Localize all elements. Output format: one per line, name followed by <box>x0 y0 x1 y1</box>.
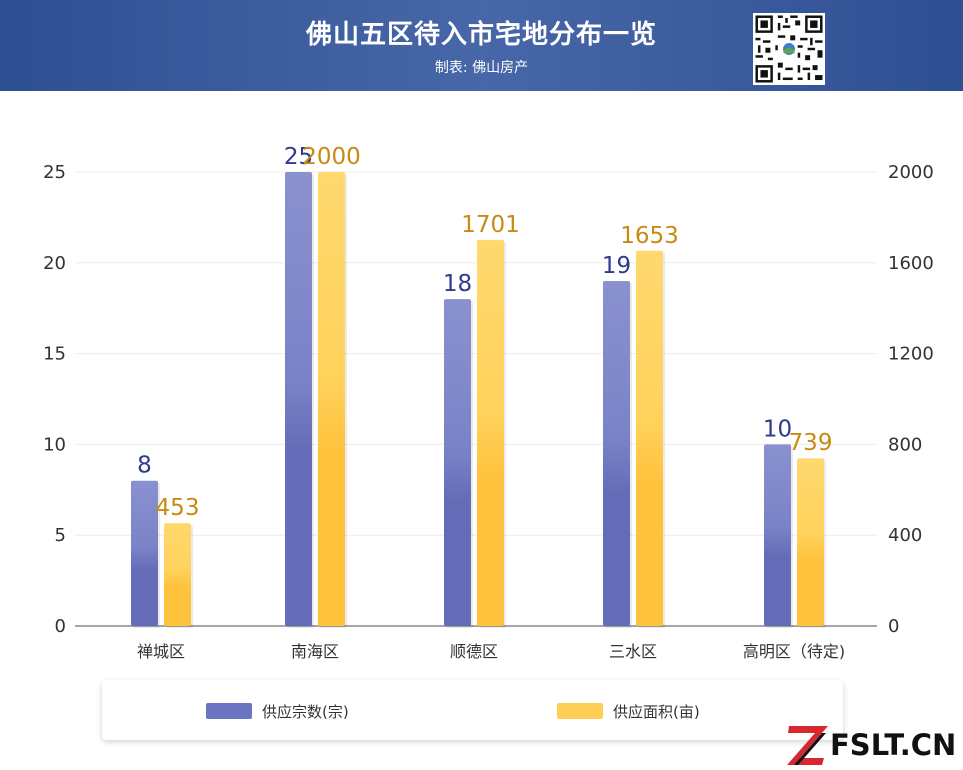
right-tick-label: 2000 <box>888 162 934 183</box>
category-label: 顺德区 <box>450 642 498 661</box>
bar-count <box>764 444 791 626</box>
site-logo: FSLT.CN <box>786 722 963 766</box>
bar-area <box>477 240 504 626</box>
right-tick-label: 800 <box>888 434 922 455</box>
qr-code-icon <box>753 13 825 85</box>
left-tick-label: 0 <box>55 616 66 637</box>
category-labels: 禅城区 南海区 顺德区 三水区 高明区（待定) <box>137 642 845 661</box>
right-tick-label: 1600 <box>888 253 934 274</box>
data-label-area: 453 <box>156 495 200 521</box>
left-tick-label: 25 <box>43 162 66 183</box>
z-logo-icon <box>786 722 830 766</box>
bar-count <box>131 481 158 626</box>
bar-count <box>285 172 312 626</box>
legend: 供应宗数(宗) 供应面积(亩) <box>102 680 843 740</box>
left-tick-label: 10 <box>43 434 66 455</box>
legend-label-area: 供应面积(亩) <box>613 701 700 722</box>
bars <box>131 172 826 628</box>
legend-label-count: 供应宗数(宗) <box>262 701 349 722</box>
data-label-count: 8 <box>137 453 152 479</box>
left-tick-label: 20 <box>43 253 66 274</box>
grid-lines <box>75 172 877 626</box>
category-label: 高明区（待定) <box>743 642 845 661</box>
category-label: 禅城区 <box>137 642 185 661</box>
right-tick-label: 400 <box>888 525 922 546</box>
site-logo-text: FSLT.CN <box>830 728 956 762</box>
left-tick-label: 15 <box>43 344 66 365</box>
right-axis-ticks: 0 400 800 1200 1600 2000 <box>888 162 934 637</box>
left-axis-ticks: 0 5 10 15 20 25 <box>43 162 66 637</box>
bar-count <box>603 281 630 626</box>
bar-area <box>318 172 345 626</box>
right-tick-label: 0 <box>888 616 899 637</box>
data-label-area: 1653 <box>620 223 679 249</box>
legend-item-area: 供应面积(亩) <box>557 701 700 721</box>
legend-swatch-count <box>206 703 252 719</box>
bar-area <box>797 458 824 626</box>
data-label-area: 2000 <box>302 144 361 170</box>
left-tick-label: 5 <box>55 525 66 546</box>
bar-area <box>164 523 191 626</box>
data-label-area: 739 <box>789 430 833 456</box>
category-label: 南海区 <box>291 642 339 661</box>
data-label-count: 18 <box>443 271 472 297</box>
data-label-count: 19 <box>602 253 631 279</box>
bar-count <box>444 299 471 626</box>
header-banner: 佛山五区待入市宅地分布一览 制表: 佛山房产 <box>0 0 963 91</box>
bar-area <box>636 251 663 626</box>
data-label-area: 1701 <box>461 212 520 238</box>
legend-item-count: 供应宗数(宗) <box>206 701 349 721</box>
right-tick-label: 1200 <box>888 344 934 365</box>
legend-swatch-area <box>557 703 603 719</box>
category-label: 三水区 <box>609 642 657 661</box>
